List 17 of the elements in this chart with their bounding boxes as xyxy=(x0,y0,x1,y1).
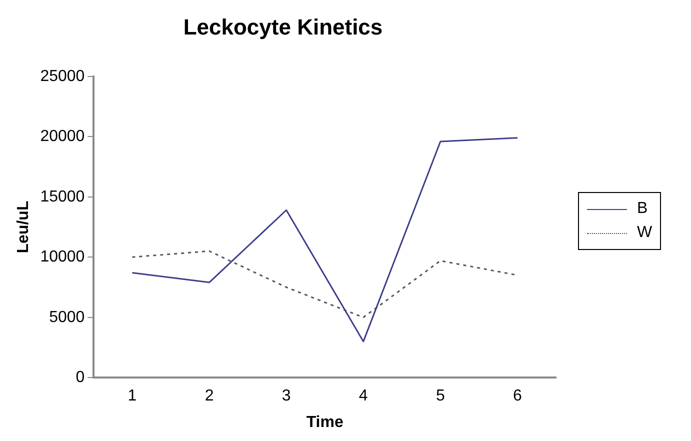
y-axis-title: Leu/uL xyxy=(15,200,32,254)
y-tick-label: 5000 xyxy=(49,308,85,326)
x-tick-label: 6 xyxy=(513,388,522,405)
chart-title: Leckocyte Kinetics xyxy=(183,14,383,40)
x-tick-label: 5 xyxy=(436,388,445,405)
y-tick-label: 25000 xyxy=(40,68,85,85)
legend-label: B xyxy=(637,200,648,218)
x-tick-label: 2 xyxy=(204,388,214,405)
x-tick-label: 3 xyxy=(282,388,291,405)
x-tick-label: 4 xyxy=(358,388,368,405)
y-tick-label: 20000 xyxy=(40,128,85,146)
y-tick-label: 0 xyxy=(76,369,85,386)
y-tick-label: 15000 xyxy=(40,188,85,206)
legend-label: W xyxy=(637,224,652,242)
x-axis-title: Time xyxy=(306,414,344,431)
y-tick-label: 10000 xyxy=(40,248,85,266)
x-tick-label: 1 xyxy=(128,388,137,405)
